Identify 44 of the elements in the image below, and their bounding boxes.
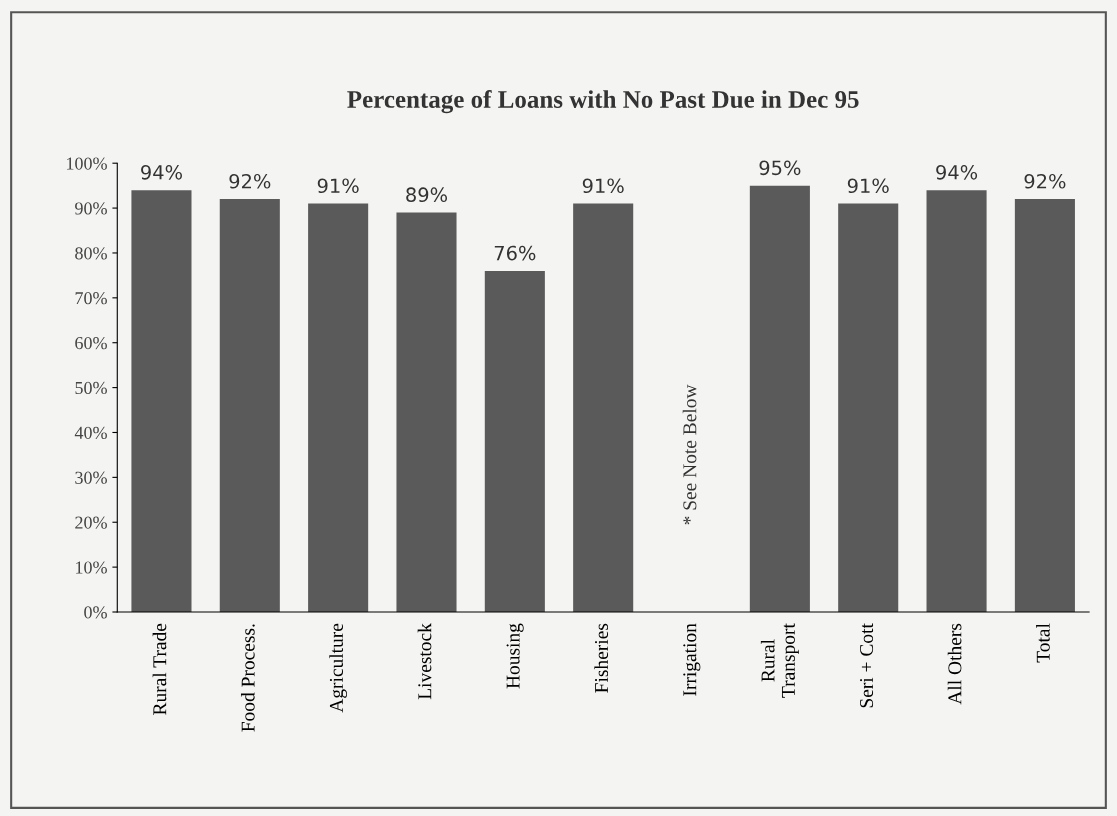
bar — [926, 190, 987, 612]
bar — [484, 270, 545, 612]
bar — [838, 203, 899, 612]
y-tick-label: 10% — [76, 561, 107, 574]
data-label: 92% — [229, 173, 271, 189]
data-label: 91% — [582, 178, 624, 194]
bar — [749, 185, 810, 612]
x-tick-label: All Others — [947, 623, 962, 705]
bar — [573, 203, 634, 612]
x-tick-label: Livestock — [417, 623, 432, 700]
x-tick-label: Housing — [506, 623, 524, 689]
x-tick-label: Food Process. — [240, 624, 255, 732]
bar — [131, 190, 192, 612]
x-tick-label: Rural Transport — [760, 623, 799, 698]
data-label: 94% — [936, 164, 978, 180]
x-tick-label: Irrigation — [683, 623, 701, 696]
bar — [219, 199, 280, 612]
y-tick-label: 90% — [75, 202, 107, 215]
y-tick-label: 100% — [67, 157, 107, 170]
x-tick-label: Rural Trade — [152, 623, 167, 715]
chart-title: Percentage of Loans with No Past Due in Dec 95 — [347, 90, 859, 114]
x-tick-label: Agriculture — [329, 623, 347, 713]
y-tick-label: 50% — [75, 381, 107, 395]
data-label: 89% — [406, 187, 448, 203]
bar — [1014, 199, 1075, 612]
data-label: 91% — [847, 178, 889, 194]
y-tick-label: 40% — [74, 426, 107, 439]
x-tick-label: Fisheries — [594, 623, 609, 693]
data-label: 91% — [317, 178, 359, 194]
data-label: 92% — [1024, 173, 1066, 189]
data-label: 95% — [759, 160, 801, 176]
x-tick-label: Total — [1036, 623, 1050, 663]
y-tick-label: 80% — [75, 247, 107, 260]
y-tick-label: 70% — [75, 292, 107, 305]
y-tick-label: 30% — [75, 471, 107, 484]
bar — [308, 203, 369, 612]
data-label: 94% — [141, 164, 182, 180]
x-tick-label: Seri + Cott — [860, 623, 874, 708]
y-tick-label: 60% — [75, 336, 107, 350]
data-label: 76% — [494, 245, 536, 261]
y-tick-label: 20% — [75, 516, 107, 529]
bar — [396, 212, 457, 612]
annotation: * See Note Below — [682, 384, 697, 525]
y-tick-label: 0% — [84, 606, 107, 619]
